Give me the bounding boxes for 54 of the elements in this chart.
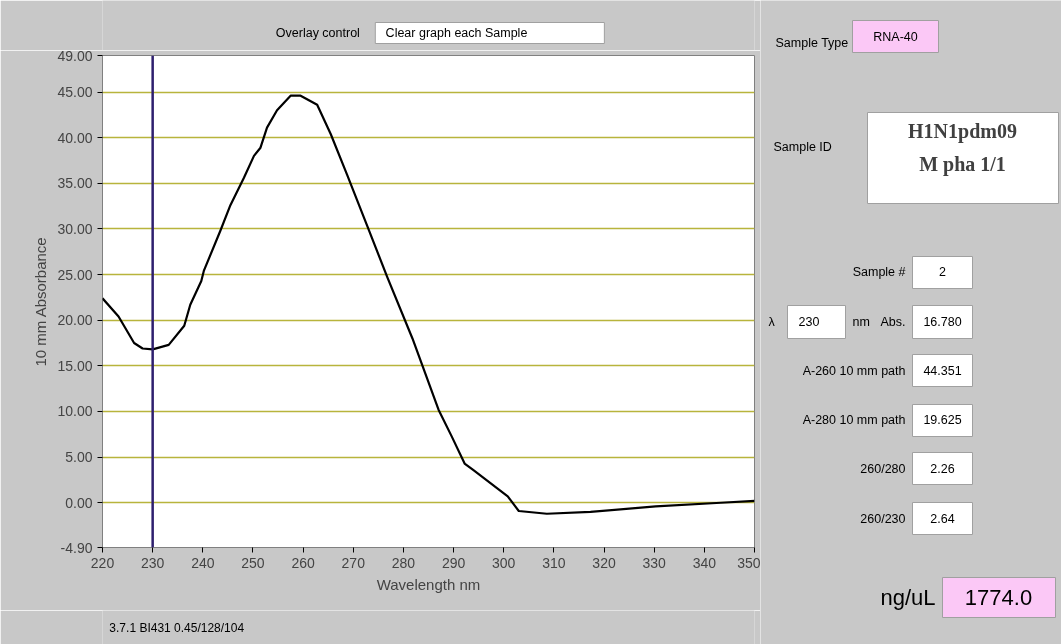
text: Overlay control bbox=[275, 25, 360, 40]
text: nm bbox=[852, 314, 870, 329]
x-tick-label: 300 bbox=[492, 554, 516, 571]
text: 19.625 bbox=[923, 413, 962, 427]
y-tick-label: 45.00 bbox=[57, 84, 93, 101]
y-tick-label: 10.00 bbox=[57, 403, 93, 420]
text: λ bbox=[768, 314, 776, 329]
text: ng/uL bbox=[880, 585, 936, 610]
x-tick-label: 330 bbox=[642, 554, 667, 571]
text: M pha 1/1 bbox=[919, 152, 1006, 176]
text: H1N1pdm09 bbox=[908, 119, 1017, 143]
x-tick-label: 250 bbox=[241, 554, 265, 571]
text: A-280 10 mm path bbox=[802, 412, 906, 427]
text: 44.351 bbox=[923, 364, 962, 378]
text: 1774.0 bbox=[964, 585, 1033, 610]
y-tick-label: 49.00 bbox=[57, 47, 93, 64]
y-tick-label: 15.00 bbox=[57, 357, 93, 374]
y-tick-label: 25.00 bbox=[57, 266, 93, 283]
x-tick-label: 220 bbox=[90, 554, 115, 571]
x-tick-label: 240 bbox=[191, 554, 215, 571]
text: 230 bbox=[798, 315, 820, 329]
y-tick-label: 30.00 bbox=[57, 220, 93, 237]
x-tick-label: 260 bbox=[291, 554, 316, 571]
y-tick-label: 5.00 bbox=[65, 449, 93, 466]
y-tick-label: -4.90 bbox=[60, 539, 93, 556]
text: 2.64 bbox=[930, 512, 955, 526]
y-axis-title: 10 mm Absorbance bbox=[32, 237, 50, 367]
text: Sample # bbox=[852, 264, 906, 279]
y-tick-label: 40.00 bbox=[57, 129, 93, 146]
x-tick-label: 310 bbox=[542, 554, 566, 571]
text: 2.26 bbox=[930, 462, 955, 476]
y-tick-label: 20.00 bbox=[57, 312, 93, 329]
x-tick-label: 340 bbox=[692, 554, 717, 571]
x-tick-label: 280 bbox=[391, 554, 416, 571]
y-tick-label: 35.00 bbox=[57, 175, 93, 192]
text: A-260 10 mm path bbox=[802, 363, 906, 378]
text: 260/280 bbox=[860, 461, 906, 476]
text: Clear graph each Sample bbox=[385, 25, 528, 40]
x-axis-title: Wavelength nm bbox=[376, 575, 481, 593]
text: 260/230 bbox=[860, 511, 906, 526]
line-series bbox=[102, 94, 755, 515]
x-tick-label: 290 bbox=[441, 554, 466, 571]
x-tick-label: 350 bbox=[737, 554, 761, 571]
text: 3.7.1 BI431 0.45/128/104 bbox=[109, 620, 245, 635]
y-tick-label: 0.00 bbox=[65, 494, 93, 511]
text: 2 bbox=[939, 265, 947, 279]
x-tick-label: 320 bbox=[592, 554, 616, 571]
x-tick-label: 230 bbox=[140, 554, 165, 571]
text: Sample ID bbox=[773, 139, 832, 154]
x-tick-label: 270 bbox=[341, 554, 366, 571]
text: Abs. bbox=[880, 314, 906, 329]
text: RNA-40 bbox=[873, 29, 918, 44]
text: Sample Type bbox=[775, 35, 849, 50]
text: 16.780 bbox=[923, 315, 962, 329]
